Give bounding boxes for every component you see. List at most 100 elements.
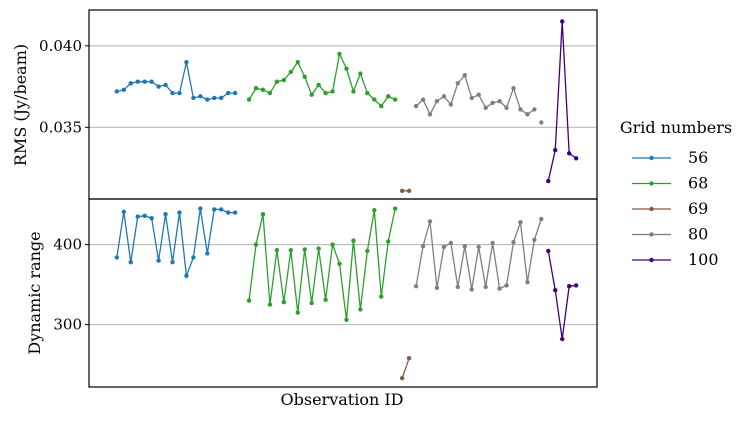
rms-series-56-point (198, 94, 203, 99)
dynamic-range-panel: 300 400 (53, 198, 598, 388)
dynamic-range-series-100-point (553, 288, 558, 293)
x-axis-label: Observation ID (281, 390, 404, 409)
rms-series-56-point (163, 82, 168, 88)
rms-series-80-point (427, 112, 433, 117)
rms-series-56-point (135, 79, 140, 84)
rms-series-68-point (246, 97, 252, 102)
rms-series-56-point (225, 90, 231, 96)
dynamic-range-series-69-point (406, 356, 412, 361)
dynamic-range-series-69-line (401, 357, 410, 379)
dynamic-range-series-69-point (399, 376, 405, 381)
rms-panel: 0.035 0.040 (39, 9, 598, 200)
rms-series-68-point (330, 89, 335, 94)
dynamic-range-series-80-point (497, 286, 502, 291)
dynamic-range-series-56-point (184, 273, 189, 278)
dynamic-range-frame (88, 198, 598, 388)
legend-marker-68 (649, 181, 654, 186)
rms-series-68-point (309, 92, 314, 97)
rms-series-80-point (469, 95, 474, 101)
rms-series-56-point (121, 87, 126, 93)
legend-label-68: 68 (688, 174, 708, 193)
rms-series-68-point (274, 79, 280, 84)
dynamic-range-series-68-point (358, 307, 363, 312)
rms-series-56-line (116, 61, 236, 101)
rms-series-56-point (177, 90, 182, 96)
dynamic-range-series-68-point (253, 242, 259, 247)
rms-series-100-point (566, 151, 572, 156)
dynamic-range-series-68-point (302, 247, 307, 252)
dynamic-range-series-68-point (267, 302, 273, 307)
rms-series-100-point (553, 147, 558, 153)
rms-series-68-point (351, 89, 356, 94)
dynamic-range-series-56-point (191, 255, 196, 260)
legend-label-56: 56 (688, 148, 708, 167)
rms-series-68-line (248, 51, 396, 108)
dynamic-range-series-100-point (546, 248, 551, 254)
dynamic-range-series-68-point (288, 248, 294, 253)
rms-series-80-point (434, 99, 440, 104)
rms-series-68-point (386, 94, 391, 99)
dynamic-range-series-68-point (379, 294, 384, 299)
rms-series-100-point (573, 156, 579, 161)
dynamic-range-y-tick-label: 300 (53, 316, 82, 334)
dynamic-range-series-80-point (518, 220, 523, 225)
rms-series-80-point (455, 81, 461, 86)
rms-series-56-point (156, 84, 161, 89)
dynamic-range-series-56-line (116, 208, 236, 277)
dynamic-range-series-56-point (135, 214, 140, 219)
dynamic-range-series-80-point (504, 283, 509, 288)
dynamic-range-series-80-point (525, 280, 530, 285)
dynamic-range-series-56-point (212, 207, 217, 212)
dynamic-range-series-80-point (434, 285, 440, 290)
dynamic-range-series-80-point (469, 287, 474, 292)
dynamic-range-series-68-point (351, 238, 356, 243)
rms-series-68-point (337, 51, 342, 57)
dynamic-range-series-56-point (177, 210, 182, 215)
dynamic-range-series-68-point (337, 261, 342, 266)
dynamic-range-series-56-point (163, 212, 168, 217)
dynamic-range-series-56-point (205, 251, 210, 256)
dynamic-range-series-80-point (420, 244, 426, 249)
rms-series-68-point (323, 90, 328, 96)
dynamic-range-series-68-point (295, 310, 300, 315)
dynamic-range-series-80-point (483, 284, 488, 290)
dynamic-range-series-56-point (114, 255, 120, 260)
rms-series-68-point (302, 74, 307, 80)
rms-series-68-point (281, 77, 287, 83)
dynamic-range-series-56-point (149, 216, 154, 221)
legend-marker-80 (649, 232, 654, 237)
dynamic-range-series-68-line (248, 208, 396, 320)
rms-series-80-point (462, 72, 467, 78)
rms-series-80-point (497, 99, 502, 104)
rms-y-tick-label: 0.040 (39, 37, 82, 55)
dynamic-range-series-80-point (476, 244, 481, 250)
rms-series-80-point (420, 97, 426, 102)
dynamic-range-series-56-point (198, 206, 203, 211)
legend-title: Grid numbers (620, 118, 732, 137)
dynamic-range-series-80-point (413, 284, 419, 289)
dynamic-range-series-68-point (323, 297, 328, 302)
rms-series-100-point (560, 19, 565, 24)
rms-series-80-point (483, 105, 488, 110)
dynamic-range-series-100-line (547, 250, 577, 340)
rms-series-68-point (344, 66, 349, 71)
rms-series-56-point (191, 95, 196, 101)
rms-series-68-point (260, 87, 266, 93)
rms-series-68-point (365, 90, 370, 96)
dynamic-range-series-56-point (232, 210, 238, 215)
rms-series-68-point (392, 97, 398, 102)
dynamic-range-series-68-point (316, 246, 321, 251)
rms-series-80-point (504, 105, 509, 110)
rms-series-68-point (295, 59, 300, 65)
rms-series-56-point (232, 90, 238, 96)
rms-series-68-point (372, 97, 377, 102)
rms-series-69-point (399, 188, 405, 194)
rms-series-56-point (128, 81, 133, 86)
rms-series-80-point (511, 86, 516, 91)
dynamic-range-series-56-point (142, 213, 147, 218)
rms-y-axis-label: RMS (Jy/beam) (11, 44, 30, 166)
legend-label-69: 69 (688, 199, 708, 218)
rms-series-80-point (476, 92, 481, 97)
rms-series-56-point (149, 79, 154, 84)
legend-marker-69 (649, 206, 654, 212)
